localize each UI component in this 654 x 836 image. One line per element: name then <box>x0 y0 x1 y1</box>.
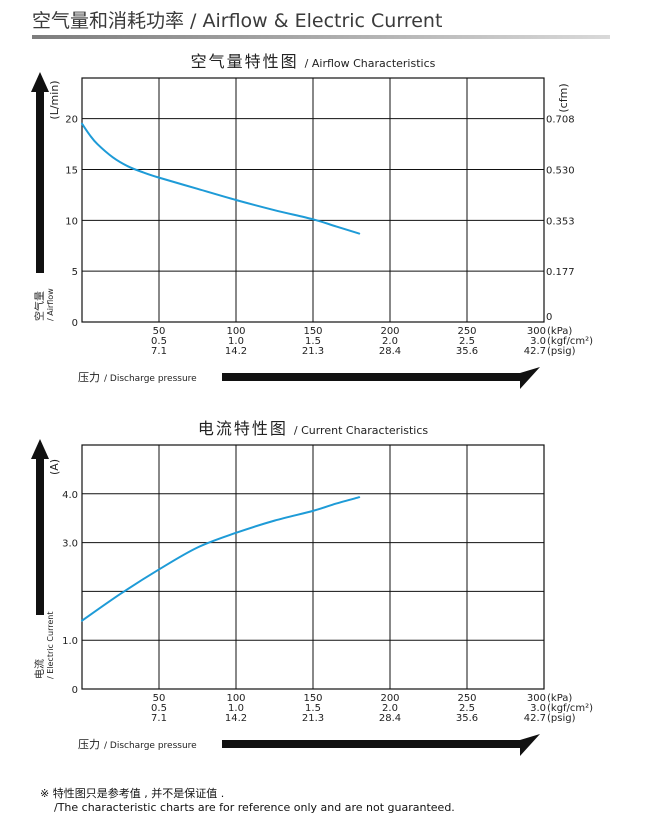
x-axis-name-en: / Discharge pressure <box>104 374 197 384</box>
series-line <box>81 496 361 622</box>
chart-title-cn: 电流特性图 <box>198 419 288 438</box>
x-tick-label-kgf: 3.0 <box>530 336 546 347</box>
x-tick-label-psig: 14.2 <box>225 346 247 357</box>
x-tick-label-kgf: 2.5 <box>459 703 475 714</box>
x-tick-label-kgf: 0.5 <box>151 703 167 714</box>
chart-title: 电流特性图 / Current Characteristics <box>198 419 429 438</box>
x-tick-label-kgf: 2.5 <box>459 336 475 347</box>
x-tick-label-kpa: 200 <box>380 326 399 337</box>
x-axis-name: 压力 / Discharge pressure <box>78 371 197 384</box>
y-axis-name-en: / Airflow <box>46 288 55 321</box>
x-tick-label-kpa: 200 <box>380 693 399 704</box>
x-axis-name: 压力 / Discharge pressure <box>78 738 197 751</box>
disclaimer-note: ※ 特性图只是参考值 , 并不是保证值 . /The characteristi… <box>40 787 455 815</box>
y-axis-arrow-shaft <box>36 88 44 273</box>
x-tick-label-kpa: 300 <box>527 326 546 337</box>
x-tick-label-psig: 42.7 <box>524 346 546 357</box>
y-axis-name-cn: 空气量 <box>33 291 46 321</box>
plot-frame <box>81 77 545 323</box>
x-axis-arrow <box>222 367 540 389</box>
y2-tick-label: 0.353 <box>546 216 575 227</box>
x-tick-label-kpa: 300 <box>527 693 546 704</box>
y-axis-arrow-shaft <box>36 455 44 615</box>
page-title: 空气量和消耗功率 / Airflow & Electric Current <box>32 10 443 32</box>
x-unit-psig: (psig) <box>547 713 576 724</box>
x-unit-kpa: (kPa) <box>547 326 572 337</box>
y-tick-label: 10 <box>65 216 78 227</box>
x-tick-label-kpa: 250 <box>457 693 476 704</box>
y2-tick-label: 0.177 <box>546 267 575 278</box>
x-unit-psig: (psig) <box>547 346 576 357</box>
y-tick-label: 3.0 <box>62 539 78 550</box>
airflow-chart: 空气量特性图 / Airflow Characteristics051015200… <box>31 52 593 389</box>
title-divider <box>32 35 610 39</box>
x-tick-label-kgf: 1.5 <box>305 703 321 714</box>
x-tick-label-psig: 35.6 <box>456 713 478 724</box>
x-axis-name-cn: 压力 <box>78 371 100 384</box>
x-tick-label-kpa: 150 <box>303 326 322 337</box>
x-tick-label-psig: 7.1 <box>151 713 167 724</box>
disclaimer-en: /The characteristic charts are for refer… <box>54 801 455 814</box>
y2-tick-label: 0.530 <box>546 166 575 177</box>
x-tick-label-kpa: 100 <box>226 326 245 337</box>
y-tick-label: 1.0 <box>62 636 78 647</box>
x-tick-label-psig: 28.4 <box>379 346 401 357</box>
chart-title-cn: 空气量特性图 <box>191 52 299 71</box>
x-tick-label-psig: 28.4 <box>379 713 401 724</box>
x-tick-label-psig: 7.1 <box>151 346 167 357</box>
series-line <box>81 122 361 235</box>
x-axis-arrow <box>222 734 540 756</box>
x-tick-label-psig: 21.3 <box>302 346 324 357</box>
x-unit-kpa: (kPa) <box>547 693 572 704</box>
x-tick-label-kgf: 2.0 <box>382 703 398 714</box>
x-axis-name-cn: 压力 <box>78 738 100 751</box>
y-axis-unit: (A) <box>48 459 61 475</box>
x-tick-label-kgf: 2.0 <box>382 336 398 347</box>
y-tick-label: 0 <box>72 318 78 329</box>
y2-axis-unit: (cfm) <box>557 83 570 112</box>
x-tick-label-kpa: 50 <box>153 326 166 337</box>
y-axis-name-cn: 电流 <box>33 659 46 679</box>
plot-frame <box>81 444 545 690</box>
y-tick-label: 0 <box>72 685 78 696</box>
chart-title-en: / Current Characteristics <box>294 424 429 437</box>
x-tick-label-kgf: 3.0 <box>530 703 546 714</box>
x-axis-name-en: / Discharge pressure <box>104 741 197 751</box>
x-tick-label-kgf: 1.0 <box>228 336 244 347</box>
x-unit-kgf: (kgf/cm²) <box>547 703 593 714</box>
x-tick-label-kpa: 50 <box>153 693 166 704</box>
chart-title-en: / Airflow Characteristics <box>305 57 436 70</box>
chart-title: 空气量特性图 / Airflow Characteristics <box>191 52 436 71</box>
y2-tick-label: 0.708 <box>546 115 575 126</box>
y-tick-label: 4.0 <box>62 490 78 501</box>
y-axis-arrow-head <box>31 72 49 92</box>
x-tick-label-kgf: 1.5 <box>305 336 321 347</box>
x-tick-label-psig: 42.7 <box>524 713 546 724</box>
x-tick-label-kgf: 1.0 <box>228 703 244 714</box>
x-tick-label-psig: 14.2 <box>225 713 247 724</box>
y-tick-label: 5 <box>72 267 78 278</box>
x-unit-kgf: (kgf/cm²) <box>547 336 593 347</box>
x-tick-label-kgf: 0.5 <box>151 336 167 347</box>
x-tick-label-psig: 21.3 <box>302 713 324 724</box>
x-tick-label-kpa: 100 <box>226 693 245 704</box>
y-tick-label: 20 <box>65 115 78 126</box>
x-tick-label-kpa: 250 <box>457 326 476 337</box>
y-axis-name-en: / Electric Current <box>46 612 55 679</box>
y-axis-unit: (L/min) <box>48 80 61 119</box>
current-chart: 电流特性图 / Current Characteristics 0 1.0 3.0 4.0… <box>31 419 593 756</box>
y-tick-label: 15 <box>65 166 78 177</box>
y2-tick-label: 0 <box>546 312 552 323</box>
y-axis-arrow-head <box>31 439 49 459</box>
x-tick-label-psig: 35.6 <box>456 346 478 357</box>
disclaimer-cn: ※ 特性图只是参考值 , 并不是保证值 . <box>40 787 225 800</box>
x-tick-label-kpa: 150 <box>303 693 322 704</box>
